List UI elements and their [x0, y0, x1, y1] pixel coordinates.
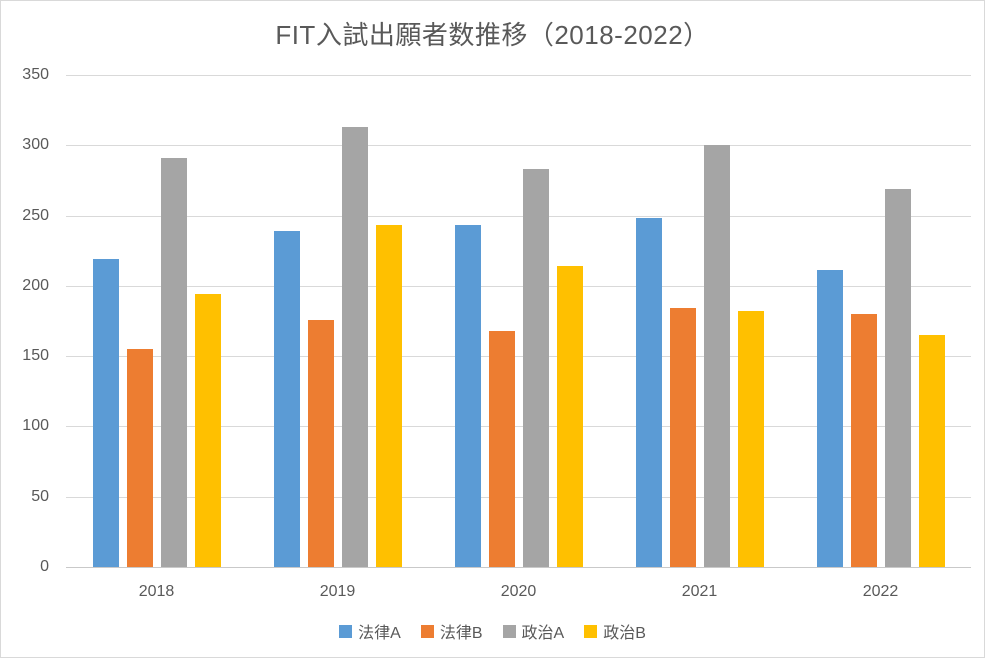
y-tick-label: 200 [22, 276, 49, 294]
legend-item-法律A: 法律A [339, 619, 401, 643]
gridline [66, 426, 971, 428]
legend-swatch-icon [584, 624, 598, 638]
bar-法律A-2020 [454, 225, 481, 567]
bar-政治B-2019 [375, 225, 402, 567]
chart-title: FIT入試出願者数推移（2018-2022） [275, 20, 710, 50]
bar-法律B-2021 [669, 308, 696, 567]
gridline [66, 145, 971, 147]
y-tick-label: 150 [22, 347, 49, 365]
y-tick-label: 350 [22, 66, 49, 83]
bar-法律A-2018 [92, 259, 119, 567]
bar-政治A-2020 [522, 169, 549, 567]
gridline [66, 356, 971, 358]
legend-label: 政治A [521, 625, 565, 642]
bar-法律B-2022 [850, 313, 877, 567]
bar-法律B-2019 [307, 319, 334, 567]
bar-法律B-2018 [126, 349, 153, 567]
y-tick-label: 250 [22, 206, 49, 224]
bar-政治B-2018 [194, 294, 221, 567]
bar-政治A-2022 [884, 188, 911, 567]
y-tick-label: 0 [40, 558, 49, 575]
gridline [66, 285, 971, 287]
x-tick-label: 2018 [138, 583, 175, 600]
y-tick-label: 300 [22, 136, 49, 154]
legend-item-政治B: 政治B [584, 619, 646, 643]
legend-item-政治A: 政治A [502, 619, 565, 643]
x-tick-label: 2022 [862, 583, 899, 600]
bar-政治A-2019 [341, 127, 368, 567]
bar-法律A-2019 [273, 231, 300, 567]
legend-item-法律B: 法律B [420, 619, 483, 643]
bar-政治A-2021 [703, 145, 730, 567]
bar-法律B-2020 [488, 330, 515, 567]
gridline [66, 75, 971, 76]
gridline [66, 496, 971, 498]
legend-label: 政治B [603, 625, 646, 642]
legend: 法律A 法律B 政治A 政治B [1, 619, 984, 643]
bar-政治B-2021 [737, 311, 764, 567]
x-tick-label: 2020 [500, 583, 537, 600]
plot-area [66, 75, 971, 568]
bar-政治A-2018 [160, 157, 187, 567]
bar-政治B-2022 [918, 335, 945, 567]
x-tick-label: 2019 [319, 583, 356, 600]
y-tick-label: 50 [31, 487, 49, 505]
legend-swatch-icon [420, 624, 434, 638]
legend-swatch-icon [502, 624, 516, 638]
bar-政治B-2020 [556, 266, 583, 567]
x-tick-label: 2021 [681, 583, 718, 600]
bar-法律A-2022 [816, 270, 843, 567]
bar-法律A-2021 [635, 218, 662, 567]
y-tick-label: 100 [22, 417, 49, 435]
legend-label: 法律A [358, 625, 401, 642]
legend-swatch-icon [339, 624, 353, 638]
x-axis-line [66, 567, 971, 568]
gridline [66, 215, 971, 217]
legend-label: 法律B [439, 625, 483, 642]
